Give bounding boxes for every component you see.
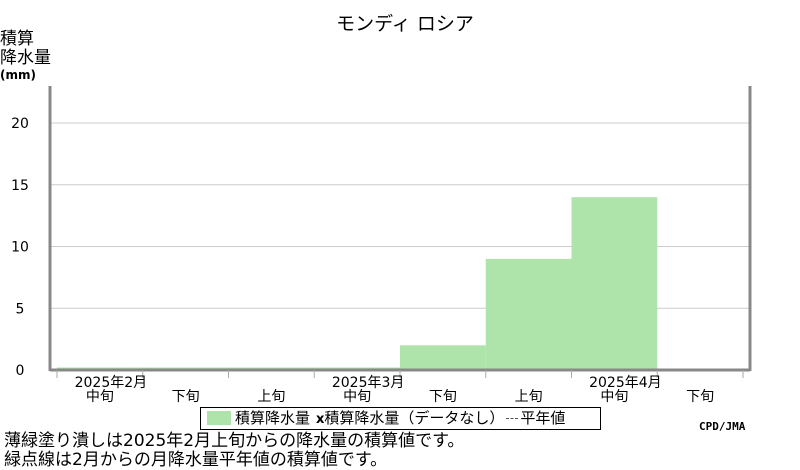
y-tick-label-15: 15 bbox=[11, 178, 29, 194]
bar-4月上旬 bbox=[485, 258, 572, 370]
x-tick-label-period: 中旬 bbox=[86, 389, 114, 405]
x-tick-label-period: 下旬 bbox=[686, 389, 714, 405]
legend-label-no-data: 積算降水量（データなし） bbox=[324, 409, 505, 427]
legend-x-marker-icon: x bbox=[316, 412, 325, 427]
x-tick-label-month: 2025年3月 bbox=[332, 375, 405, 391]
legend-label-accumulated: 積算降水量 bbox=[235, 409, 311, 427]
y-tick-label-0: 0 bbox=[16, 363, 25, 379]
legend-label-normal: 平年値 bbox=[520, 409, 566, 427]
note-line-2: 緑点線は2月からの月降水量平年値の積算値です。 bbox=[4, 450, 388, 470]
y-axis-label-unit: (mm) bbox=[0, 68, 36, 82]
legend-dashed-line-icon bbox=[506, 418, 519, 419]
credit-text: CPD/JMA bbox=[699, 420, 746, 433]
x-tick-label-period: 中旬 bbox=[600, 389, 628, 405]
y-tick-label-5: 5 bbox=[16, 301, 25, 317]
x-tick-label-period: 下旬 bbox=[172, 389, 200, 405]
x-tick-label-period: 上旬 bbox=[257, 389, 285, 405]
legend-swatch-fill bbox=[207, 411, 231, 425]
x-tick-label-month: 2025年2月 bbox=[75, 375, 148, 391]
note-line-1: 薄緑塗り潰しは2025年2月上旬からの降水量の積算値です。 bbox=[4, 431, 465, 451]
bar-4月中旬 bbox=[571, 197, 658, 370]
x-tick-label-period: 中旬 bbox=[343, 389, 371, 405]
bar-3月下旬 bbox=[400, 345, 486, 370]
chart-title: モンディ ロシア bbox=[336, 13, 474, 35]
x-tick-label-period: 下旬 bbox=[429, 389, 457, 405]
series-area bbox=[57, 197, 658, 370]
y-axis-ticks: 0 5 10 15 20 bbox=[11, 116, 29, 379]
legend: 積算降水量 x積算降水量（データなし） 平年値 bbox=[200, 407, 601, 430]
y-tick-label-10: 10 bbox=[11, 240, 29, 256]
y-axis-label-line2: 降水量 bbox=[0, 48, 51, 68]
y-axis-label-line1: 積算 bbox=[0, 29, 34, 49]
y-tick-label-20: 20 bbox=[11, 116, 29, 132]
x-tick-label-period: 上旬 bbox=[515, 389, 543, 405]
x-tick-label-month: 2025年4月 bbox=[589, 375, 662, 391]
